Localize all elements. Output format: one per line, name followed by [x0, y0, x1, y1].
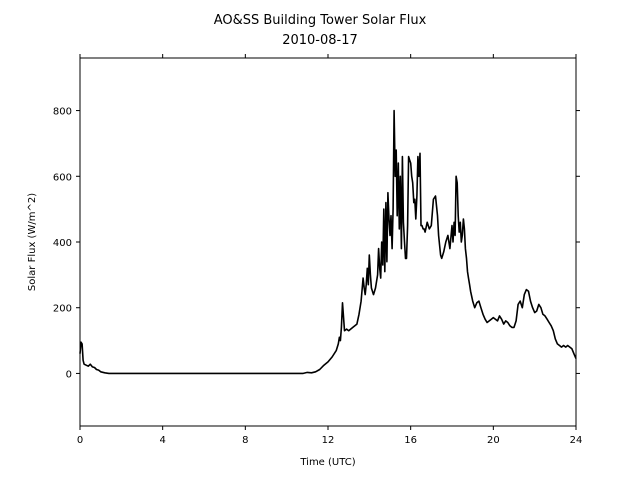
x-axis-label: Time (UTC) [299, 457, 355, 468]
y-tick-label: 800 [53, 107, 72, 118]
x-tick-label: 12 [322, 435, 335, 446]
x-tick-label: 4 [159, 435, 165, 446]
y-tick-label: 200 [53, 304, 72, 315]
chart-subtitle: 2010-08-17 [282, 33, 358, 48]
x-tick-label: 24 [570, 435, 583, 446]
y-tick-label: 600 [53, 172, 72, 183]
axis-ticks [76, 54, 580, 430]
chart-title: AO&SS Building Tower Solar Flux [214, 13, 427, 28]
plot-frame [79, 57, 577, 427]
y-tick-label: 0 [66, 369, 72, 380]
y-tick-label: 400 [53, 238, 72, 249]
axis-tick-labels: 0 4 8 12 16 20 24 0 200 400 600 800 [53, 107, 582, 446]
x-tick-label: 16 [404, 435, 417, 446]
x-tick-label: 0 [77, 435, 83, 446]
x-tick-label: 8 [242, 435, 248, 446]
y-axis-label: Solar Flux (W/m^2) [27, 193, 38, 291]
solar-flux-series-line [79, 109, 577, 375]
x-tick-label: 20 [487, 435, 500, 446]
